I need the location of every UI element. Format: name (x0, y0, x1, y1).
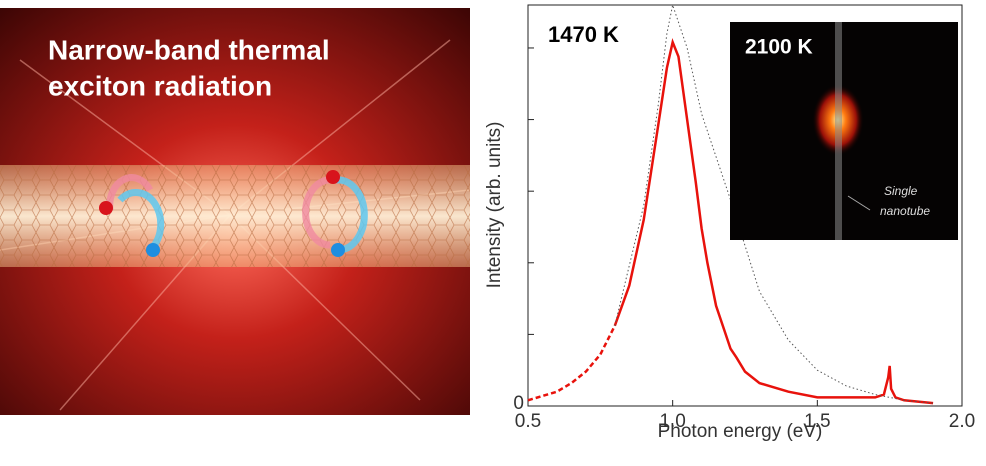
illustration-title: exciton radiation (48, 70, 272, 101)
y-tick-label: 0 (513, 393, 524, 414)
exciton-left (99, 174, 165, 257)
nanotube-lattice (0, 165, 470, 267)
temperature-label: 1470 K (548, 22, 619, 47)
spectrum-line (614, 3, 934, 404)
illustration: Narrow-band thermal exciton radiation (0, 8, 471, 415)
x-tick-label: 1.0 (659, 411, 685, 432)
exciton-right (302, 170, 368, 257)
inset-label: 2100 K (745, 36, 813, 59)
y-axis-label: Intensity (arb. units) (484, 122, 505, 289)
illustration-title: Narrow-band thermal (48, 34, 330, 65)
x-tick-label: 1.5 (804, 411, 830, 432)
inset: 2100 K Single nanotube (730, 22, 958, 240)
caption-pointer (847, 195, 871, 211)
nanotube-stripe (835, 22, 842, 240)
x-tick-label: 0.5 (515, 411, 541, 432)
inset-caption: Single (884, 184, 918, 198)
plot-frame (527, 4, 963, 407)
x-tick-label: 2.0 (949, 411, 975, 432)
x-axis-label: Photon energy (eV) (658, 421, 823, 442)
spectrum-line (527, 325, 616, 402)
spectrum-line (613, 38, 934, 405)
plot: 0.5 1.0 1.5 2.0 0 (513, 3, 975, 432)
inset-caption: nanotube (880, 204, 930, 218)
